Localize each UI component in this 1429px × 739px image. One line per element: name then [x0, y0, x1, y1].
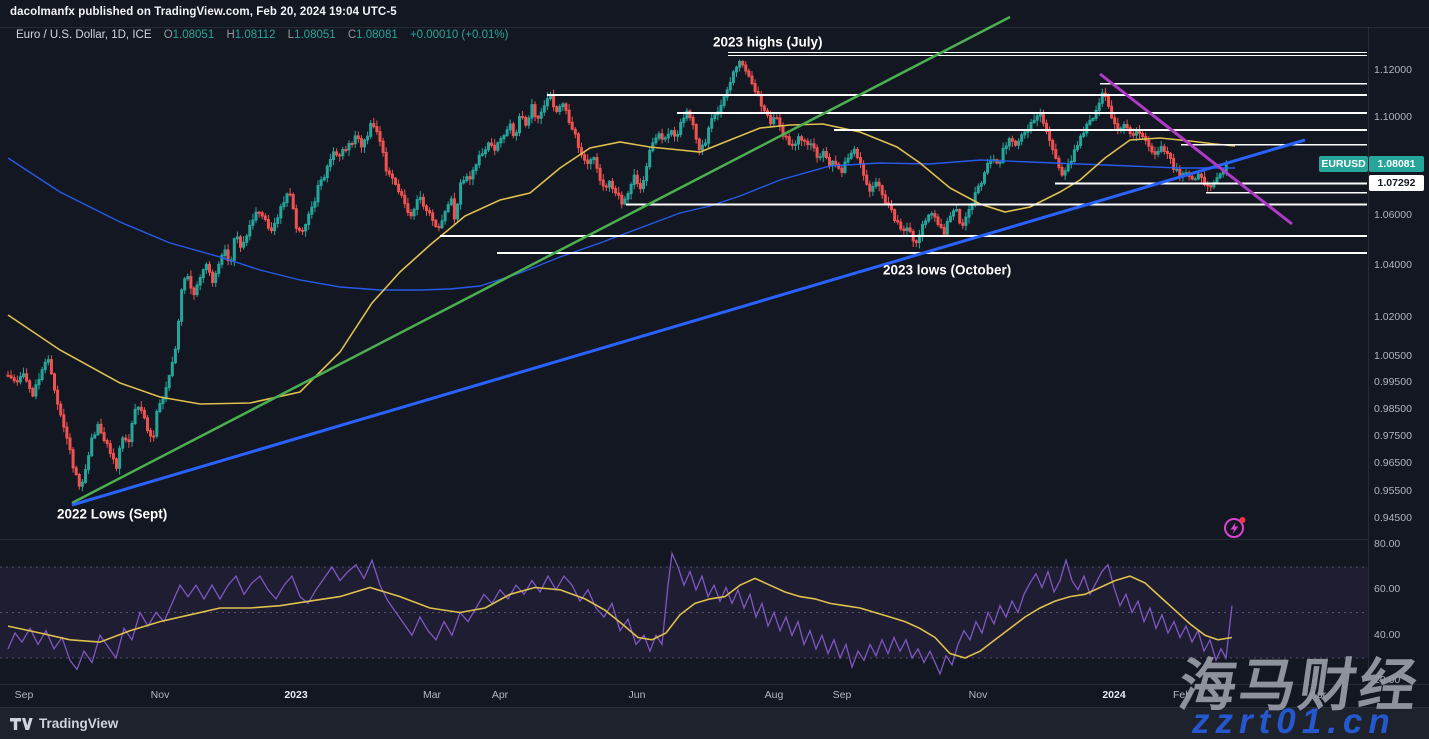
- price-axis-label: 0.99500: [1374, 376, 1412, 389]
- low-value: 1.08051: [294, 29, 336, 41]
- price-axis-label: 1.06000: [1374, 208, 1412, 221]
- time-axis-label: 2023: [284, 689, 308, 701]
- tradingview-logo[interactable]: TradingView: [10, 716, 118, 731]
- close-label: C: [347, 29, 357, 41]
- tradingview-logo-text: TradingView: [39, 716, 119, 731]
- price-axis-label: 0.94500: [1374, 512, 1412, 525]
- high-value: 1.08112: [234, 29, 276, 41]
- price-axis-label: 1.04000: [1374, 259, 1412, 272]
- price-axis-label: 0.96500: [1374, 457, 1412, 470]
- price-axis-label: 1.00500: [1374, 349, 1412, 362]
- open-label: O: [163, 29, 173, 41]
- time-axis-label: Mar: [422, 689, 442, 701]
- annotation-2022-lows: 2022 Lows (Sept): [57, 506, 168, 522]
- time-axis-label: Apr: [491, 689, 509, 701]
- rsi-axis-label: 20.00: [1374, 674, 1401, 687]
- time-axis-label: 2024: [1102, 689, 1126, 701]
- last-price-badge: 1.08081: [1369, 156, 1424, 173]
- close-value: 1.08081: [356, 29, 398, 41]
- time-axis-label: Sep: [14, 689, 34, 701]
- time-axis-label: Aug: [764, 689, 784, 701]
- time-axis-label: Feb: [1172, 689, 1192, 701]
- time-axis-label: Sep: [832, 689, 852, 701]
- low-label: L: [287, 29, 295, 41]
- level-price-badge: 1.07292: [1369, 175, 1424, 192]
- annotation-2023-lows: 2023 lows (October): [883, 262, 1012, 278]
- rsi-axis-label: 60.00: [1374, 583, 1401, 596]
- price-axis-label: 1.02000: [1374, 310, 1412, 323]
- time-axis-label: Nov: [968, 689, 988, 701]
- tradingview-logo-icon: [10, 717, 33, 730]
- lightning-icon[interactable]: [1221, 513, 1249, 541]
- rsi-axis-label: 80.00: [1374, 537, 1401, 550]
- time-axis-label: Jun: [628, 689, 646, 701]
- open-value: 1.08051: [172, 29, 215, 41]
- rsi-axis-label: 40.00: [1374, 628, 1401, 641]
- annotation-2023-highs: 2023 highs (July): [713, 34, 823, 50]
- footer-bar: TradingView: [0, 707, 1429, 739]
- symbol-title: Euro / U.S. Dollar, 1D, ICE: [16, 29, 152, 41]
- time-axis-label: Apr: [1309, 689, 1327, 701]
- high-label: H: [226, 29, 235, 41]
- time-axis-label: Nov: [150, 689, 170, 701]
- price-axis-label: 0.95500: [1374, 484, 1412, 497]
- symbol-legend[interactable]: Euro / U.S. Dollar, 1D, ICE O1.08051 H1.…: [16, 29, 508, 41]
- change-value: +0.00010 (+0.01%): [409, 29, 509, 41]
- symbol-badge: EURUSD: [1319, 156, 1368, 173]
- publish-header: dacolmanfx published on TradingView.com,…: [10, 6, 397, 18]
- price-axis-label: 1.12000: [1374, 63, 1412, 76]
- price-axis-label: 1.10000: [1374, 111, 1412, 124]
- watermark-url: zzrt01.cn: [1192, 702, 1396, 739]
- price-axis-label: 0.98500: [1374, 402, 1412, 415]
- price-axis-label: 0.97500: [1374, 429, 1412, 442]
